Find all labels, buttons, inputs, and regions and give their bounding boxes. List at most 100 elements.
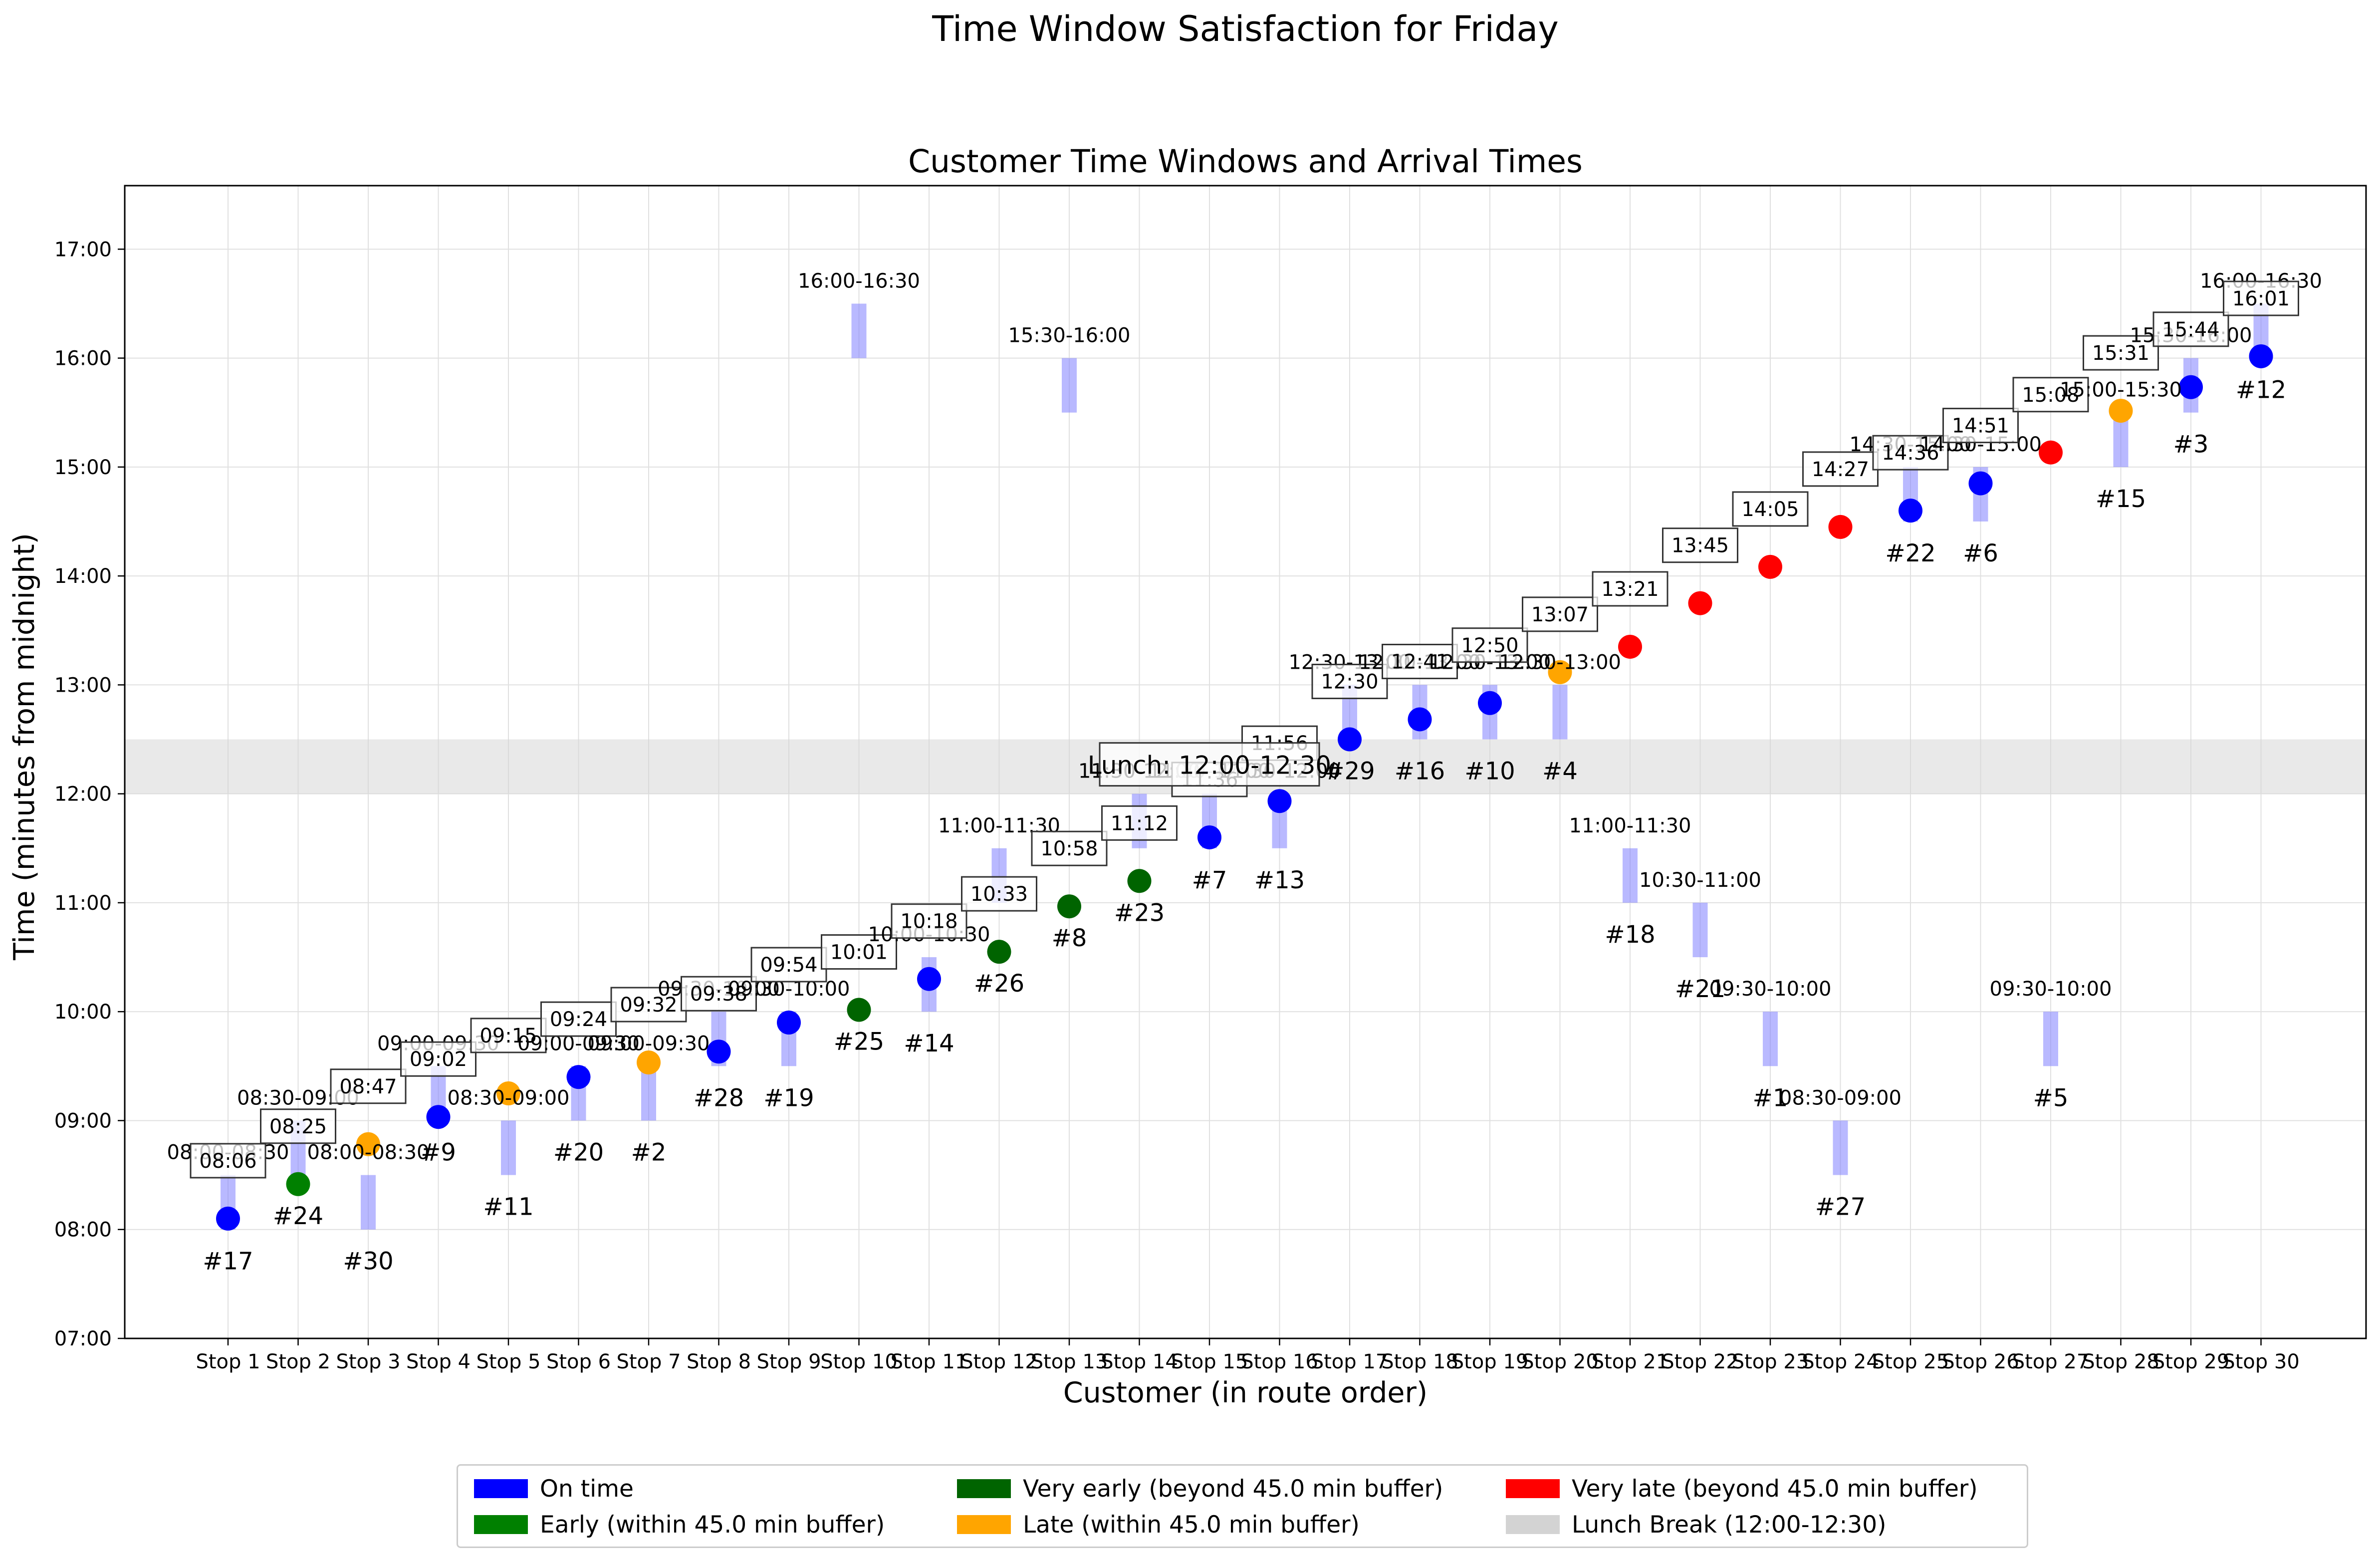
arrival-time-label: 12:30 bbox=[1321, 671, 1378, 694]
arrival-time-box bbox=[750, 947, 827, 983]
arrival-time-box bbox=[1101, 805, 1178, 841]
legend-item-very-early: Very early (beyond 45.0 min buffer) bbox=[957, 1474, 1443, 1504]
arrival-point bbox=[2179, 375, 2203, 399]
y-tick-label: 13:00 bbox=[54, 674, 112, 697]
arrival-time-label: 14:27 bbox=[1812, 458, 1869, 481]
time-window-label: 08:30-09:00 bbox=[448, 1086, 570, 1109]
customer-id-label: #7 bbox=[1192, 866, 1227, 894]
arrival-time-label: 13:21 bbox=[1601, 578, 1659, 601]
arrival-point bbox=[2249, 344, 2273, 368]
arrival-time-label: 10:33 bbox=[970, 883, 1028, 906]
arrival-time-box bbox=[681, 976, 757, 1012]
arrival-point bbox=[1197, 825, 1221, 849]
x-tick-label: Stop 12 bbox=[960, 1350, 1038, 1373]
y-tick-label: 11:00 bbox=[54, 892, 112, 915]
arrival-point bbox=[216, 1206, 240, 1231]
legend-label: On time bbox=[540, 1475, 634, 1503]
arrival-time-box bbox=[961, 876, 1037, 912]
x-tick-label: Stop 29 bbox=[2152, 1350, 2230, 1373]
arrival-time-label: 09:15 bbox=[479, 1025, 537, 1047]
legend-label: Early (within 45.0 min buffer) bbox=[540, 1511, 885, 1539]
time-window-label: 10:30-11:00 bbox=[1639, 869, 1761, 892]
arrival-time-label: 09:54 bbox=[760, 954, 817, 977]
arrival-point bbox=[637, 1050, 661, 1075]
arrival-time-label: 16:01 bbox=[2232, 287, 2290, 310]
arrival-point bbox=[777, 1011, 801, 1035]
arrival-time-label: 12:50 bbox=[1461, 634, 1518, 657]
customer-id-label: #30 bbox=[343, 1248, 393, 1276]
x-tick-label: Stop 22 bbox=[1662, 1350, 1739, 1373]
time-window-label: 15:30-16:00 bbox=[1008, 324, 1131, 347]
arrival-point bbox=[707, 1039, 731, 1064]
y-axis-label: Time (minutes from midnight) bbox=[8, 533, 41, 961]
customer-id-label: #27 bbox=[1815, 1193, 1866, 1221]
x-tick-label: Stop 1 bbox=[196, 1350, 260, 1373]
plot-area-frame bbox=[124, 185, 2367, 1339]
arrival-point bbox=[2039, 440, 2063, 465]
x-tick-label: Stop 13 bbox=[1031, 1350, 1108, 1373]
customer-id-label: #17 bbox=[203, 1248, 253, 1276]
time-window-label: 09:30-10:00 bbox=[1990, 978, 2112, 1001]
x-tick-label: Stop 28 bbox=[2082, 1350, 2159, 1373]
legend-swatch-late bbox=[957, 1515, 1011, 1534]
arrival-point bbox=[1127, 869, 1152, 893]
time-window-label: 16:00-16:30 bbox=[798, 269, 920, 292]
legend-swatch-early bbox=[474, 1515, 528, 1534]
time-window-bar bbox=[501, 1120, 516, 1175]
arrival-point bbox=[917, 967, 941, 991]
x-tick-label: Stop 2 bbox=[266, 1350, 330, 1373]
time-window-bar bbox=[1552, 685, 1568, 740]
lunch-label-box bbox=[1099, 742, 1320, 787]
arrival-time-box bbox=[1732, 491, 1809, 527]
arrival-point bbox=[1478, 691, 1502, 715]
arrival-time-box bbox=[2223, 280, 2299, 316]
x-tick-label: Stop 7 bbox=[616, 1350, 681, 1373]
time-window-label: 11:00-11:30 bbox=[1569, 814, 1691, 837]
legend-swatch-lunch-break bbox=[1506, 1515, 1560, 1534]
customer-id-label: #28 bbox=[694, 1084, 744, 1112]
y-tick-label: 14:00 bbox=[54, 565, 112, 588]
legend: On time Early (within 45.0 min buffer) V… bbox=[457, 1464, 2028, 1548]
arrival-point bbox=[1618, 635, 1642, 659]
arrival-time-box bbox=[2152, 311, 2229, 347]
arrival-time-label: 11:12 bbox=[1111, 812, 1168, 835]
arrival-time-box bbox=[2083, 335, 2159, 371]
arrival-point bbox=[987, 940, 1011, 964]
customer-id-label: #29 bbox=[1324, 758, 1375, 785]
arrival-time-label: 08:06 bbox=[199, 1150, 256, 1173]
arrival-time-label: 14:36 bbox=[1882, 442, 1939, 465]
arrival-points bbox=[216, 344, 2273, 1231]
time-window-bar bbox=[1692, 902, 1708, 958]
customer-id-label: #15 bbox=[2096, 485, 2146, 513]
arrival-time-box bbox=[1031, 830, 1108, 866]
arrival-point bbox=[1688, 591, 1712, 615]
time-window-bar bbox=[361, 1175, 376, 1230]
figure-title: Time Window Satisfaction for Friday bbox=[932, 8, 1559, 49]
legend-item-late: Late (within 45.0 min buffer) bbox=[957, 1510, 1360, 1540]
x-tick-label: Stop 11 bbox=[891, 1350, 968, 1373]
arrival-time-label: 14:51 bbox=[1952, 415, 2009, 438]
y-tick-label: 15:00 bbox=[54, 456, 112, 479]
legend-item-on-time: On time bbox=[474, 1474, 634, 1504]
legend-item-lunch-break: Lunch Break (12:00-12:30) bbox=[1506, 1510, 1886, 1540]
arrival-time-label: 12:41 bbox=[1391, 651, 1448, 674]
time-window-label: 08:30-09:00 bbox=[1779, 1086, 1902, 1109]
legend-label: Lunch Break (12:00-12:30) bbox=[1572, 1511, 1887, 1539]
legend-swatch-very-late bbox=[1506, 1479, 1560, 1498]
x-tick-label: Stop 27 bbox=[2012, 1350, 2090, 1373]
customer-id-label: #6 bbox=[1963, 539, 1998, 567]
customer-id-label: #14 bbox=[904, 1030, 954, 1057]
time-window-bar bbox=[1833, 1120, 1848, 1175]
legend-swatch-on-time bbox=[474, 1479, 528, 1498]
arrival-time-box bbox=[190, 1143, 266, 1179]
arrival-time-label: 10:01 bbox=[830, 941, 888, 964]
legend-swatch-very-early bbox=[957, 1479, 1011, 1498]
customer-id-label: #22 bbox=[1885, 539, 1935, 567]
arrival-point bbox=[2109, 399, 2133, 423]
x-tick-label: Stop 15 bbox=[1171, 1350, 1248, 1373]
time-window-label: 09:00-09:30 bbox=[588, 1032, 710, 1055]
arrival-time-box bbox=[470, 1018, 547, 1053]
x-tick-label: Stop 24 bbox=[1802, 1350, 1879, 1373]
customer-id-label: #4 bbox=[1542, 758, 1578, 785]
